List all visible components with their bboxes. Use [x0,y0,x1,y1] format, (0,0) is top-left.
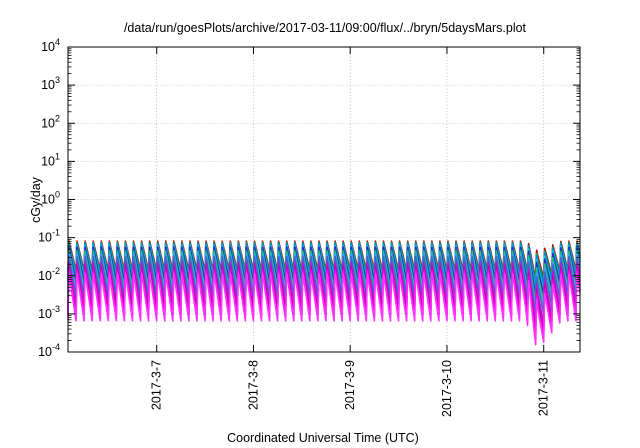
y-tick-label: 101 [41,151,60,168]
y-tick-label: 10-3 [38,304,60,321]
y-tick-label: 10-4 [38,342,60,359]
series-line [67,272,581,346]
x-tick-label: 2017-3-8 [246,360,260,410]
y-axis-label: cGy/day [29,176,43,223]
y-tick-label: 104 [41,37,60,54]
chart-title: /data/run/goesPlots/archive/2017-03-11/0… [124,21,527,35]
x-axis-label: Coordinated Universal Time (UTC) [227,431,419,445]
y-tick-label: 100 [41,190,60,207]
x-tick-label: 2017-3-11 [537,360,551,416]
x-tick-label: 2017-3-7 [150,360,164,410]
x-tick-label: 2017-3-10 [440,360,454,417]
y-axis: 10-4 10-3 10-2 10-1 100 101 102 103 104 [38,37,580,359]
y-tick-label: 10-1 [38,228,60,245]
series-line [67,246,581,297]
y-tick-label: 103 [41,75,60,92]
x-tick-label: 2017-3-9 [343,360,357,410]
x-axis: 2017-3-7 2017-3-8 2017-3-9 2017-3-10 2017-3-… [150,47,551,417]
series-layer [67,240,581,346]
y-tick-label: 10-2 [38,266,60,283]
y-tick-label: 102 [41,113,60,130]
series-line [67,255,581,316]
